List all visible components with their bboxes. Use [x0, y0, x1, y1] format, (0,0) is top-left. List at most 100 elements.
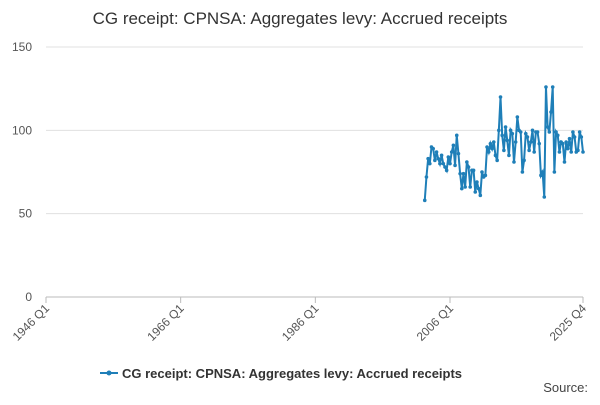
- point: [554, 130, 558, 134]
- point: [453, 163, 457, 168]
- point: [564, 140, 568, 144]
- point: [545, 125, 550, 129]
- point: [502, 148, 506, 153]
- point: [520, 170, 525, 174]
- point: [491, 140, 496, 144]
- point: [438, 161, 442, 166]
- point: [485, 145, 489, 149]
- point: [497, 128, 501, 133]
- point: [465, 160, 469, 164]
- point: [550, 85, 555, 89]
- point: [424, 175, 429, 179]
- point: [508, 128, 513, 133]
- point: [505, 138, 510, 143]
- point: [549, 110, 553, 114]
- point: [483, 173, 488, 178]
- point: [459, 186, 464, 191]
- legend-marker: [106, 370, 112, 376]
- point: [500, 133, 504, 138]
- point: [560, 141, 565, 146]
- point: [576, 148, 580, 153]
- point: [555, 133, 560, 138]
- point: [522, 158, 526, 163]
- point: [480, 170, 484, 174]
- point: [513, 140, 518, 144]
- point: [456, 151, 461, 156]
- point: [552, 170, 557, 174]
- x-tick-label: 2025 Q4: [547, 301, 590, 344]
- point: [433, 158, 437, 163]
- y-tick-label: 50: [19, 207, 33, 221]
- point: [518, 130, 523, 134]
- y-tick-label: 0: [25, 290, 32, 304]
- point: [463, 185, 467, 189]
- point: [441, 161, 446, 166]
- point: [523, 131, 528, 136]
- point: [544, 85, 548, 89]
- point: [436, 156, 441, 161]
- point: [490, 146, 494, 151]
- point: [495, 158, 499, 163]
- point: [507, 153, 511, 158]
- x-tick-label: 1986 Q1: [279, 301, 322, 344]
- point: [468, 185, 473, 189]
- legend-label: CG receipt: CPNSA: Aggregates levy: Accr…: [122, 366, 462, 381]
- point: [547, 130, 552, 134]
- series-line: [423, 86, 584, 201]
- point: [515, 115, 520, 119]
- point: [444, 168, 449, 173]
- point: [540, 170, 545, 174]
- x-tick-label: 1966 Q1: [144, 301, 187, 344]
- point: [451, 143, 456, 148]
- point: [454, 133, 459, 138]
- point: [486, 150, 491, 154]
- point: [557, 150, 562, 154]
- point: [466, 165, 471, 169]
- x-tick-label: 1946 Q1: [10, 301, 53, 344]
- point: [434, 150, 439, 154]
- point: [478, 193, 483, 198]
- point: [498, 95, 503, 99]
- y-tick-label: 100: [12, 123, 32, 137]
- point: [512, 160, 516, 164]
- point: [488, 141, 493, 146]
- point: [426, 156, 430, 161]
- point: [581, 150, 585, 154]
- point: [431, 146, 435, 151]
- point: [579, 135, 584, 139]
- point: [530, 128, 535, 133]
- point: [449, 150, 454, 154]
- point: [458, 171, 462, 176]
- point: [527, 148, 531, 153]
- point: [428, 161, 432, 166]
- point: [443, 165, 447, 169]
- point: [446, 155, 451, 159]
- point: [532, 150, 536, 154]
- point: [572, 135, 577, 139]
- point: [577, 130, 582, 134]
- point: [535, 130, 540, 134]
- point: [476, 186, 481, 191]
- point: [525, 135, 530, 139]
- y-tick-label: 150: [12, 40, 32, 54]
- chart-title: CG receipt: CPNSA: Aggregates levy: Accr…: [93, 9, 508, 28]
- point: [493, 153, 498, 158]
- point: [471, 168, 476, 173]
- point: [571, 130, 575, 134]
- point: [566, 146, 570, 151]
- point: [510, 131, 515, 136]
- x-tick-label: 2006 Q1: [414, 301, 457, 344]
- point: [461, 171, 466, 176]
- point: [569, 150, 574, 154]
- point: [475, 180, 479, 184]
- point: [542, 195, 547, 199]
- source: Source:: [543, 380, 588, 395]
- point: [567, 136, 572, 141]
- point: [503, 125, 508, 129]
- point: [422, 198, 427, 203]
- point: [439, 153, 444, 158]
- point: [448, 161, 452, 166]
- point: [539, 173, 543, 178]
- point: [529, 140, 533, 144]
